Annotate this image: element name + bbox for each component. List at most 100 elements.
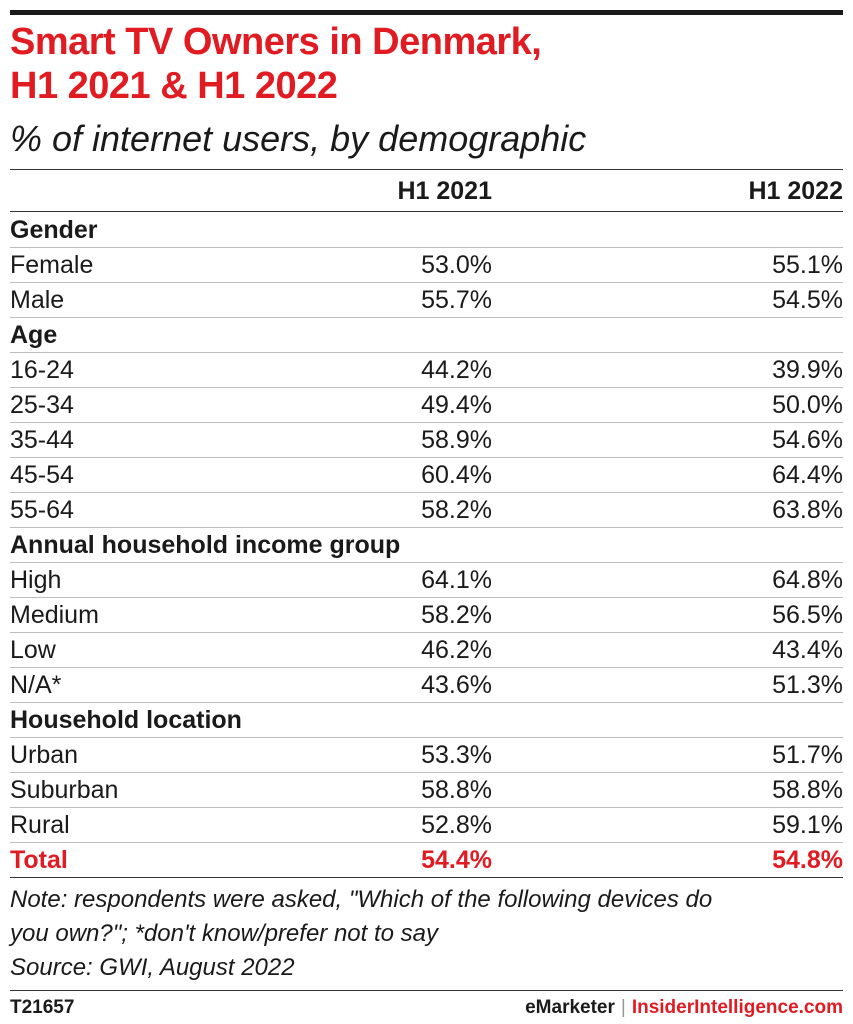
group-header-row: Age bbox=[10, 318, 843, 353]
value-h1-2021: 46.2% bbox=[421, 636, 492, 664]
table-row: Medium 58.2% 56.5% bbox=[10, 598, 843, 633]
table-row: 25-34 49.4% 50.0% bbox=[10, 388, 843, 423]
chart-subtitle: % of internet users, by demographic bbox=[10, 118, 587, 159]
value-h1-2021: 43.6% bbox=[421, 671, 492, 699]
top-rule bbox=[10, 10, 843, 15]
value-h1-2022: 64.8% bbox=[772, 566, 843, 594]
row-label: 16-24 bbox=[10, 356, 74, 384]
chart-note: Note: respondents were asked, "Which of … bbox=[10, 883, 843, 985]
table-row: Urban 53.3% 51.7% bbox=[10, 738, 843, 773]
table-row: 16-24 44.2% 39.9% bbox=[10, 353, 843, 388]
value-h1-2022: 39.9% bbox=[772, 356, 843, 384]
column-header-h1-2021: H1 2021 bbox=[397, 177, 492, 205]
row-label: High bbox=[10, 566, 62, 594]
value-h1-2022: 59.1% bbox=[772, 811, 843, 839]
row-label: Rural bbox=[10, 811, 70, 839]
group-header-row: Gender bbox=[10, 213, 843, 248]
row-separator bbox=[10, 562, 843, 563]
chart-id: T21657 bbox=[10, 997, 75, 1018]
table-row: N/A* 43.6% 51.3% bbox=[10, 668, 843, 703]
row-separator bbox=[10, 527, 843, 528]
value-h1-2022: 63.8% bbox=[772, 496, 843, 524]
row-label: Total bbox=[10, 846, 68, 874]
group-label: Gender bbox=[10, 216, 98, 244]
value-h1-2021: 52.8% bbox=[421, 811, 492, 839]
group-header-row: Annual household income group bbox=[10, 528, 843, 563]
row-label: Urban bbox=[10, 741, 79, 769]
table-row: Male 55.7% 54.5% bbox=[10, 283, 843, 318]
row-separator bbox=[10, 807, 843, 808]
column-header-h1-2022: H1 2022 bbox=[748, 177, 843, 205]
table-row: Suburban 58.8% 58.8% bbox=[10, 773, 843, 808]
value-h1-2022: 43.4% bbox=[772, 636, 843, 664]
value-h1-2022: 58.8% bbox=[772, 776, 843, 804]
row-separator bbox=[10, 702, 843, 703]
row-label: Medium bbox=[10, 601, 99, 629]
row-separator bbox=[10, 772, 843, 773]
value-h1-2021: 44.2% bbox=[421, 356, 492, 384]
brand-footer: eMarketer | InsiderIntelligence.com bbox=[525, 996, 843, 1020]
brand-emarketer: eMarketer bbox=[525, 997, 615, 1018]
row-label: 35-44 bbox=[10, 426, 74, 454]
header-rule bbox=[10, 169, 843, 170]
value-h1-2022: 56.5% bbox=[772, 601, 843, 629]
value-h1-2022: 64.4% bbox=[772, 461, 843, 489]
title-line-1: Smart TV Owners in Denmark, bbox=[10, 21, 542, 63]
brand-separator: | bbox=[620, 997, 626, 1018]
value-h1-2021: 58.2% bbox=[421, 601, 492, 629]
value-h1-2022: 51.3% bbox=[772, 671, 843, 699]
group-label: Annual household income group bbox=[10, 531, 401, 559]
row-separator bbox=[10, 282, 843, 283]
row-separator bbox=[10, 317, 843, 318]
note-line-2: you own?"; *don't know/prefer not to say bbox=[10, 920, 439, 947]
value-h1-2021: 58.2% bbox=[421, 496, 492, 524]
row-label: Male bbox=[10, 286, 65, 314]
value-h1-2021: 53.3% bbox=[421, 741, 492, 769]
value-h1-2021: 64.1% bbox=[421, 566, 492, 594]
row-separator bbox=[10, 387, 843, 388]
table-row: 55-64 58.2% 63.8% bbox=[10, 493, 843, 528]
row-label: Low bbox=[10, 636, 56, 664]
row-separator bbox=[10, 632, 843, 633]
row-separator bbox=[10, 667, 843, 668]
row-label: N/A* bbox=[10, 671, 62, 699]
row-label: Suburban bbox=[10, 776, 119, 804]
value-h1-2021: 58.9% bbox=[421, 426, 492, 454]
row-label: 55-64 bbox=[10, 496, 74, 524]
group-label: Household location bbox=[10, 706, 242, 734]
value-h1-2022: 54.5% bbox=[772, 286, 843, 314]
value-h1-2022: 54.8% bbox=[772, 846, 843, 874]
title-line-2: H1 2021 & H1 2022 bbox=[10, 65, 338, 107]
row-separator bbox=[10, 352, 843, 353]
chart-title: Smart TV Owners in Denmark, H1 2021 & H1… bbox=[10, 20, 843, 108]
column-header-row: H1 2021 H1 2022 bbox=[10, 174, 843, 209]
table-row: 45-54 60.4% 64.4% bbox=[10, 458, 843, 493]
table-row: 35-44 58.9% 54.6% bbox=[10, 423, 843, 458]
row-separator bbox=[10, 247, 843, 248]
source-line: Source: GWI, August 2022 bbox=[10, 954, 295, 981]
row-separator bbox=[10, 597, 843, 598]
brand-insiderintelligence: InsiderIntelligence.com bbox=[631, 997, 843, 1018]
value-h1-2022: 55.1% bbox=[772, 251, 843, 279]
table-row: Female 53.0% 55.1% bbox=[10, 248, 843, 283]
group-label: Age bbox=[10, 321, 58, 349]
row-separator bbox=[10, 737, 843, 738]
total-row: Total 54.4% 54.8% bbox=[10, 843, 843, 878]
row-label: 45-54 bbox=[10, 461, 74, 489]
bottom-rule bbox=[10, 990, 843, 991]
row-separator bbox=[10, 842, 843, 843]
value-h1-2021: 49.4% bbox=[421, 391, 492, 419]
header-bottom-rule bbox=[10, 211, 843, 212]
row-separator bbox=[10, 422, 843, 423]
value-h1-2022: 50.0% bbox=[772, 391, 843, 419]
value-h1-2021: 60.4% bbox=[421, 461, 492, 489]
table-row: High 64.1% 64.8% bbox=[10, 563, 843, 598]
table-row: Low 46.2% 43.4% bbox=[10, 633, 843, 668]
row-separator bbox=[10, 877, 843, 878]
value-h1-2021: 58.8% bbox=[421, 776, 492, 804]
value-h1-2021: 55.7% bbox=[421, 286, 492, 314]
table-row: Rural 52.8% 59.1% bbox=[10, 808, 843, 843]
group-header-row: Household location bbox=[10, 703, 843, 738]
row-separator bbox=[10, 457, 843, 458]
note-line-1: Note: respondents were asked, "Which of … bbox=[10, 886, 713, 913]
